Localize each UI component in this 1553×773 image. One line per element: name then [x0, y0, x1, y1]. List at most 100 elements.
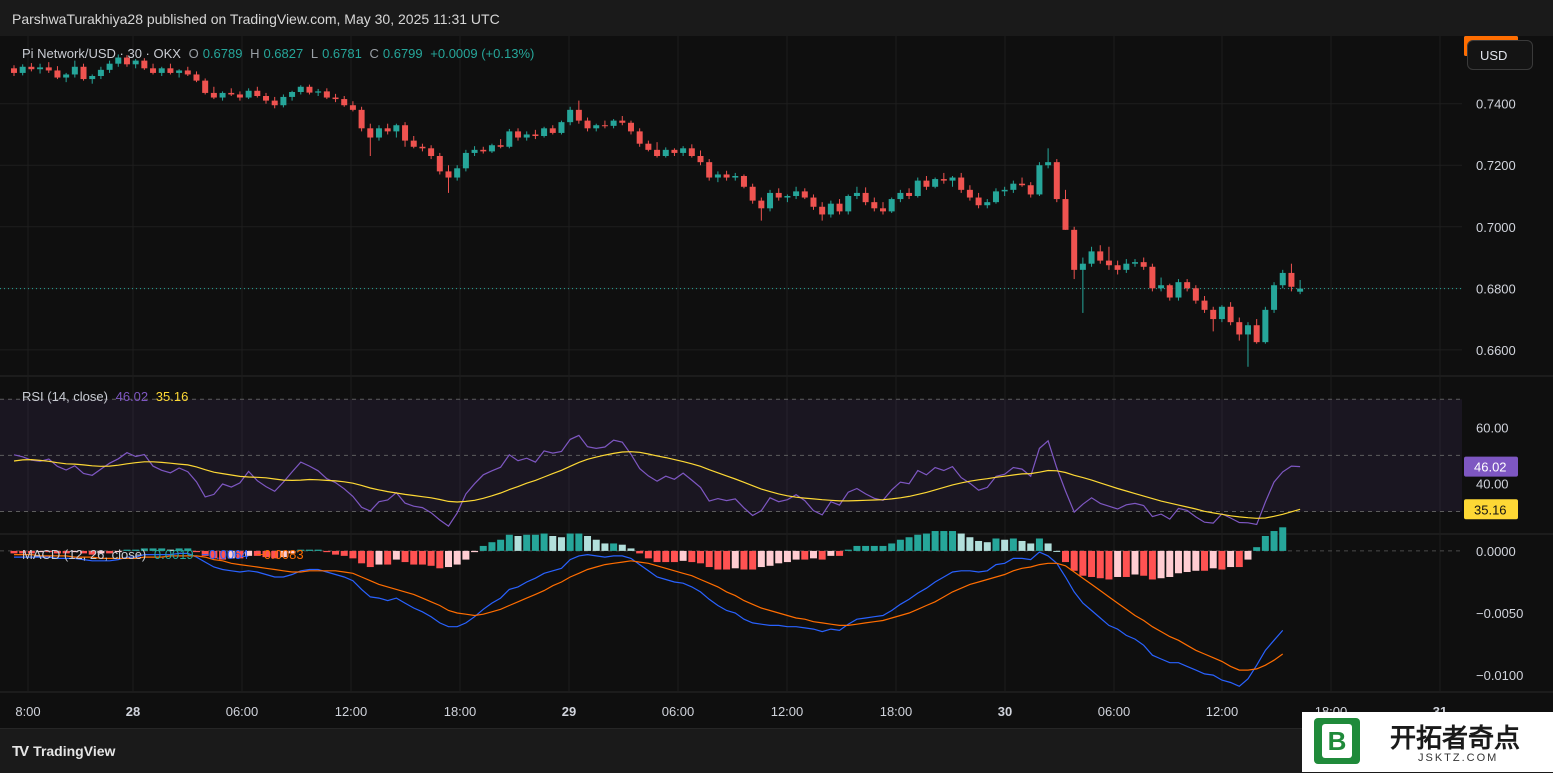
macd-histogram-bar [36, 550, 44, 553]
tradingview-logo[interactable]: TV TradingView [12, 743, 115, 760]
price-tick-label: 0.6600 [1476, 343, 1516, 358]
macd-histogram-bar [158, 548, 166, 551]
macd-histogram-bar [627, 548, 635, 551]
macd-histogram-bar [45, 550, 53, 553]
candle-body [836, 203, 843, 212]
macd-histogram-bar [1053, 550, 1061, 552]
candle-body [1192, 288, 1199, 301]
price-legend-title: Pi Network/USD · 30 · OKX [22, 46, 181, 61]
currency-button[interactable]: USD [1467, 40, 1533, 70]
macd-histogram-bar [749, 550, 757, 570]
chart-area[interactable]: 0.7400 0.7200 0.7000 0.6800 0.6600 60.00 40.00… [0, 36, 1553, 728]
time-tick-label: 8:00 [15, 704, 40, 719]
candle-body [810, 197, 817, 207]
candle-body [11, 68, 17, 73]
candle-body [393, 125, 400, 132]
candle-body [1175, 282, 1182, 298]
macd-histogram-bar [688, 550, 696, 563]
candle-body [367, 128, 374, 138]
candle-body [1105, 260, 1112, 266]
candle-body [1132, 262, 1139, 264]
candle-body [636, 131, 643, 144]
macd-histogram-bar [731, 550, 739, 569]
macd-histogram-bar [1009, 538, 1017, 551]
macd-histogram-bar [1218, 550, 1226, 570]
macd-histogram-bar [219, 550, 227, 560]
candle-body [1097, 251, 1104, 261]
rsi-value-tag: 46.02 [1474, 460, 1507, 475]
macd-histogram-bar [983, 542, 991, 551]
macd-histogram-bar [1244, 550, 1252, 560]
rsi-tick-label: 40.00 [1476, 476, 1509, 491]
macd-histogram-bar [375, 550, 383, 565]
macd-histogram-bar [575, 533, 583, 551]
macd-histogram-bar [314, 549, 322, 551]
candle-body [992, 191, 999, 203]
candle-body [749, 186, 756, 201]
macd-histogram-bar [992, 538, 1000, 551]
candle-body [1010, 183, 1017, 190]
candle-body [150, 68, 157, 73]
candle-body [801, 191, 808, 198]
close-value: 0.6799 [382, 46, 423, 61]
macd-histogram-bar [566, 533, 574, 551]
macd-histogram-bar [679, 550, 687, 561]
high-value: 0.6827 [263, 46, 304, 61]
macd-histogram-bar [670, 550, 678, 563]
candle-body [1271, 285, 1278, 310]
candle-body [202, 80, 209, 93]
macd-legend-macd: −0.0064 [201, 547, 249, 562]
candle-body [819, 206, 826, 215]
candle-body [593, 125, 600, 129]
macd-histogram-bar [1001, 539, 1009, 551]
candle-body [1210, 309, 1217, 320]
candle-body [1053, 162, 1060, 200]
candle-body [1227, 306, 1234, 323]
candle-body [54, 70, 61, 78]
macd-histogram-bar [175, 548, 183, 551]
macd-histogram-bar [896, 539, 904, 551]
candle-body [680, 148, 687, 153]
macd-histogram-bar [714, 550, 722, 570]
rsi-legend: RSI (14, close) 46.02 35.16 [22, 389, 192, 404]
macd-line [14, 551, 1284, 688]
macd-histogram-bar [1166, 550, 1174, 577]
macd-histogram-bar [1148, 550, 1156, 580]
macd-histogram-bar [410, 550, 418, 565]
macd-histogram-bar [10, 550, 18, 554]
candle-body [871, 202, 878, 209]
candle-body [1262, 309, 1269, 343]
candle-body [184, 70, 191, 75]
macd-histogram-bar [1061, 550, 1069, 563]
candle-body [1001, 189, 1008, 192]
macd-histogram-bar [940, 531, 948, 551]
candle-body [949, 177, 956, 181]
time-tick-label: 12:00 [335, 704, 368, 719]
macd-histogram-bar [340, 550, 348, 556]
macd-histogram-bar [27, 550, 35, 554]
candle-body [853, 192, 860, 196]
candle-body [975, 197, 982, 206]
time-tick-label: 30 [998, 704, 1012, 719]
price-tick-label: 0.7000 [1476, 220, 1516, 235]
macd-histogram-bar [305, 549, 313, 551]
price-tick-label: 0.7200 [1476, 158, 1516, 173]
macd-histogram-bar [436, 550, 444, 569]
rsi-ma-legend-value: 35.16 [155, 389, 189, 404]
candle-body [619, 120, 626, 123]
macd-histogram-bar [505, 534, 513, 551]
candle-body [228, 92, 235, 95]
macd-histogram-bar [1044, 543, 1052, 551]
candle-body [123, 57, 130, 65]
watermark-logo-icon: B [1314, 718, 1360, 764]
chart-canvas[interactable]: 0.7400 0.7200 0.7000 0.6800 0.6600 60.00 40.00… [0, 36, 1553, 728]
candle-body [332, 97, 339, 100]
macd-histogram-bar [766, 550, 774, 566]
macd-histogram-bar [262, 550, 270, 558]
macd-histogram-bar [870, 545, 878, 551]
time-tick-label: 18:00 [444, 704, 477, 719]
candle-body [541, 128, 548, 136]
candle-body [106, 63, 113, 70]
time-tick-label: 29 [562, 704, 576, 719]
candle-body [1244, 325, 1251, 335]
